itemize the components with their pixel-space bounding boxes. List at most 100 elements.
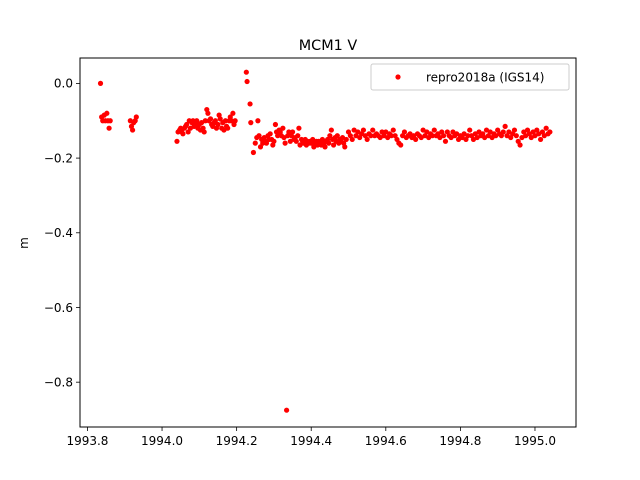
data-point — [244, 78, 250, 85]
plot-frame — [79, 57, 577, 428]
x-tick-label: 1994.0 — [141, 434, 183, 448]
data-point — [500, 129, 506, 135]
data-point — [295, 133, 301, 139]
data-point — [293, 138, 299, 144]
data-point — [360, 127, 367, 133]
data-point — [322, 144, 328, 150]
data-point — [275, 133, 281, 139]
legend: repro2018a (IGS14) — [370, 63, 570, 91]
data-point — [390, 127, 396, 133]
data-point — [202, 118, 208, 124]
data-point — [174, 138, 180, 144]
data-point — [282, 140, 288, 146]
data-point — [252, 140, 258, 146]
data-point — [388, 133, 394, 139]
data-point — [243, 69, 249, 75]
data-point — [342, 144, 348, 150]
y-tick-label: −0.4 — [44, 226, 73, 240]
data-point — [129, 127, 136, 133]
data-point — [104, 110, 110, 116]
data-point — [263, 140, 270, 146]
x-tick-label: 1995.0 — [514, 434, 556, 448]
legend-label: repro2018a (IGS14) — [426, 71, 544, 85]
data-point — [334, 133, 340, 139]
x-tick-label: 1994.2 — [216, 434, 258, 448]
data-point — [271, 138, 277, 144]
data-point — [330, 142, 337, 148]
data-point — [250, 149, 257, 156]
legend-marker — [395, 74, 401, 80]
data-point — [364, 136, 370, 143]
data-point — [280, 125, 286, 131]
data-point — [431, 127, 437, 133]
data-point — [106, 125, 112, 131]
data-point — [247, 101, 253, 107]
data-point — [398, 142, 404, 148]
y-tick-label: −0.8 — [44, 375, 73, 389]
data-point — [133, 114, 139, 120]
data-point — [289, 129, 296, 135]
data-point — [543, 125, 549, 131]
data-point — [267, 131, 273, 137]
data-point — [429, 133, 436, 139]
data-point — [225, 125, 231, 131]
data-point — [205, 110, 211, 116]
data-point — [228, 118, 235, 124]
data-point — [547, 129, 553, 135]
data-point — [257, 144, 264, 150]
data-point — [349, 136, 355, 143]
data-point — [513, 133, 519, 139]
data-point — [467, 127, 473, 133]
data-point — [97, 80, 104, 86]
data-point — [185, 129, 191, 135]
data-point — [286, 129, 292, 135]
data-point — [441, 133, 447, 139]
data-point — [255, 118, 261, 124]
data-point — [284, 407, 290, 413]
data-point — [465, 133, 471, 139]
data-point — [201, 129, 207, 135]
x-tick-label: 1994.8 — [439, 434, 481, 448]
data-point — [343, 136, 349, 143]
data-point — [296, 125, 302, 131]
data-point — [328, 127, 334, 133]
data-point — [327, 133, 333, 139]
y-tick-label: −0.2 — [44, 151, 73, 165]
data-point — [502, 123, 508, 129]
data-point — [207, 116, 214, 122]
data-point — [517, 142, 523, 148]
ticks: 1993.8 1994.0 1994.2 1994.4 1994.6 1994.8 1995… — [44, 77, 556, 448]
y-tick-label: −0.6 — [44, 301, 73, 315]
data-point — [256, 133, 262, 139]
data-point — [326, 140, 332, 146]
x-tick-label: 1994.4 — [290, 434, 332, 448]
x-tick-label: 1993.8 — [66, 434, 108, 448]
data-point — [537, 136, 544, 143]
data-point — [370, 127, 376, 133]
data-point — [272, 121, 279, 128]
data-point — [442, 138, 449, 144]
data-point — [212, 118, 218, 124]
x-tick-label: 1994.6 — [365, 434, 407, 448]
data-point — [190, 118, 196, 124]
legend-box — [370, 63, 570, 91]
chart-title: MCM1 V — [299, 38, 358, 54]
data-point — [222, 118, 229, 124]
data-point — [368, 133, 374, 139]
data-points — [97, 69, 553, 413]
data-point — [215, 121, 221, 128]
data-point — [217, 116, 223, 122]
data-point — [232, 118, 238, 124]
data-point — [401, 129, 408, 135]
data-point — [230, 110, 236, 116]
data-point — [413, 136, 419, 143]
data-point — [107, 118, 113, 124]
axes — [79, 57, 577, 428]
y-tick-label: 0.0 — [54, 77, 73, 91]
y-axis-label: m — [17, 237, 31, 249]
data-point — [194, 118, 200, 124]
data-point — [180, 131, 186, 137]
data-point — [248, 120, 254, 126]
data-point — [184, 121, 190, 128]
